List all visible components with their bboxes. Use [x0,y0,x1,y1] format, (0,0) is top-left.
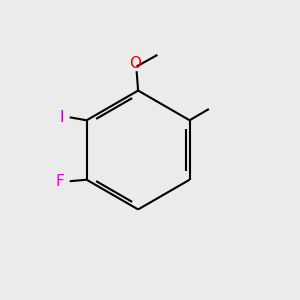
Text: F: F [56,174,64,189]
Text: I: I [60,110,64,125]
Text: O: O [129,56,141,70]
